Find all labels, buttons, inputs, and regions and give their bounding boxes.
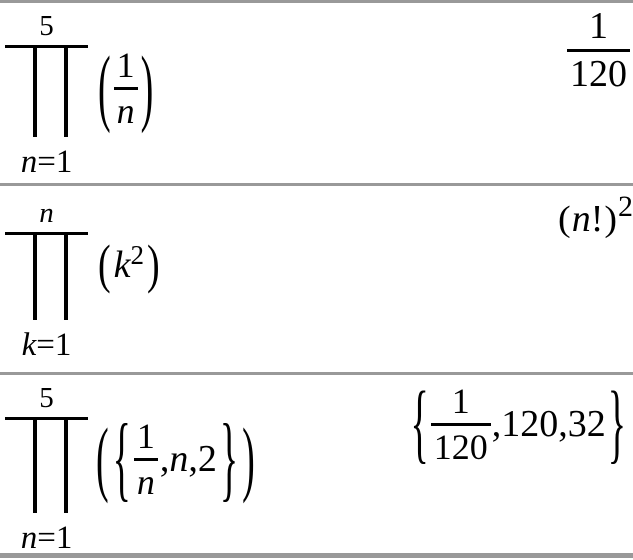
product-lower-limit: n=1 bbox=[21, 521, 73, 555]
product-upper-limit: n bbox=[39, 197, 54, 229]
exponent: 2 bbox=[130, 240, 145, 270]
close-brace: } bbox=[607, 374, 626, 474]
pi-leg-left bbox=[33, 48, 37, 137]
index-variable: k bbox=[21, 327, 37, 363]
product-lower-limit: k=1 bbox=[22, 328, 72, 362]
index-variable: n bbox=[20, 520, 38, 556]
equals-sign: = bbox=[37, 520, 56, 556]
base-variable: n bbox=[571, 198, 591, 240]
equals-sign: = bbox=[36, 327, 55, 363]
pi-product-icon bbox=[5, 232, 88, 320]
denominator: 120 bbox=[570, 53, 627, 96]
close-paren: ) bbox=[147, 235, 160, 295]
pi-leg-right bbox=[64, 420, 68, 513]
fraction-bar bbox=[567, 49, 630, 53]
product-symbol-3: 5 n=1 bbox=[5, 381, 88, 555]
lower-value: 1 bbox=[55, 520, 73, 556]
history-entry-3: 5 n=1 ( { 1 n ,n,2 } ) { 1 120 ,120 bbox=[0, 373, 633, 555]
base-variable: k bbox=[113, 244, 131, 286]
product-symbol-2: n k=1 bbox=[5, 196, 88, 362]
open-paren: ( bbox=[558, 199, 571, 239]
list-item-n: n bbox=[169, 438, 189, 480]
bottom-border bbox=[0, 553, 633, 558]
list-tail: ,120,32 bbox=[491, 403, 606, 445]
open-paren: ( bbox=[98, 235, 111, 295]
open-brace: { bbox=[112, 406, 131, 512]
open-paren: ( bbox=[96, 412, 109, 506]
close-paren: ) bbox=[604, 199, 617, 239]
n-factorial: n! bbox=[572, 199, 604, 239]
product-lower-limit: n=1 bbox=[21, 145, 73, 179]
pi-leg-right bbox=[64, 48, 68, 137]
history-entry-2: n k=1 ( k2 ) ( n! ) 2 bbox=[0, 186, 633, 372]
result-2[interactable]: ( n! ) 2 bbox=[557, 192, 633, 240]
close-paren: ) bbox=[140, 40, 154, 136]
fraction-bar bbox=[113, 86, 138, 90]
numerator: 1 bbox=[451, 380, 470, 421]
factorial-sign: ! bbox=[590, 198, 604, 240]
top-border bbox=[0, 0, 633, 3]
close-brace: } bbox=[219, 406, 239, 512]
comma: , bbox=[159, 438, 170, 480]
lower-value: 1 bbox=[54, 327, 72, 363]
list-items: ,n,2 bbox=[160, 439, 217, 479]
close-paren: ) bbox=[242, 412, 255, 506]
pi-product-icon bbox=[5, 417, 88, 513]
fraction-1-over-n: 1 n bbox=[133, 415, 158, 502]
result-1[interactable]: 1 120 bbox=[567, 5, 630, 96]
fraction-bar bbox=[430, 422, 491, 426]
index-variable: n bbox=[20, 144, 38, 180]
product-operand-3: ( { 1 n ,n,2 } ) bbox=[95, 405, 256, 513]
list-item-2: 2 bbox=[197, 438, 217, 480]
open-paren: ( bbox=[98, 40, 111, 136]
product-upper-limit: 5 bbox=[39, 382, 54, 414]
denominator: n bbox=[136, 461, 155, 502]
equals-sign: = bbox=[37, 144, 56, 180]
product-symbol-1: 5 n=1 bbox=[5, 9, 88, 179]
pi-leg-left bbox=[33, 235, 37, 320]
history-entry-1: 5 n=1 ( 1 n ) 1 120 bbox=[0, 3, 633, 183]
pi-leg-right bbox=[64, 235, 68, 320]
open-brace: { bbox=[410, 374, 429, 474]
numerator: 1 bbox=[116, 44, 135, 85]
result-3[interactable]: { 1 120 ,120,32 } bbox=[410, 373, 628, 475]
denominator: n bbox=[116, 90, 135, 131]
row-divider-1 bbox=[0, 183, 633, 186]
numerator: 1 bbox=[589, 5, 608, 47]
k-squared: k2 bbox=[113, 240, 145, 286]
product-operand-2: ( k2 ) bbox=[97, 233, 161, 297]
product-upper-limit: 5 bbox=[39, 10, 54, 42]
comma: , bbox=[188, 438, 198, 480]
fraction-1-over-120: 1 120 bbox=[567, 5, 630, 96]
denominator: 120 bbox=[433, 426, 488, 467]
lower-value: 1 bbox=[55, 144, 73, 180]
pi-product-icon bbox=[5, 45, 88, 137]
fraction-1-over-n: 1 n bbox=[113, 44, 138, 131]
pi-leg-left bbox=[33, 420, 37, 513]
exponent: 2 bbox=[618, 190, 633, 223]
numerator: 1 bbox=[136, 415, 155, 456]
product-operand-1: ( 1 n ) bbox=[97, 40, 154, 136]
fraction-1-over-120: 1 120 bbox=[430, 380, 491, 467]
row-divider-2 bbox=[0, 372, 633, 375]
fraction-bar bbox=[133, 457, 158, 461]
